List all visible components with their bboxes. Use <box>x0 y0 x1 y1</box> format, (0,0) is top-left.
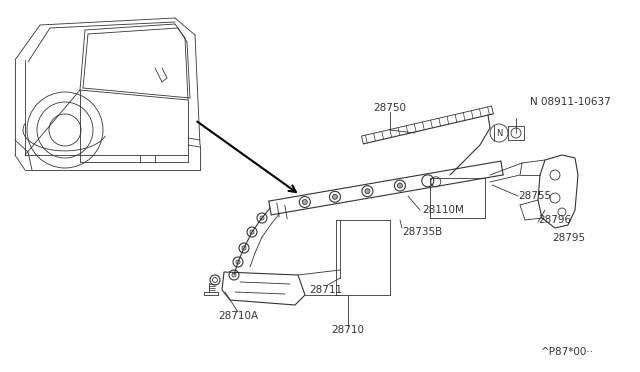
Text: 28711: 28711 <box>309 285 342 295</box>
Text: N: N <box>496 128 502 138</box>
Text: 28795: 28795 <box>552 233 585 243</box>
Circle shape <box>332 194 337 199</box>
Text: 28110M: 28110M <box>422 205 464 215</box>
Text: N 08911-10637: N 08911-10637 <box>530 97 611 107</box>
Text: 28735B: 28735B <box>402 227 442 237</box>
Text: 28796: 28796 <box>538 215 571 225</box>
Circle shape <box>397 183 403 188</box>
Circle shape <box>365 189 370 194</box>
Text: 28750: 28750 <box>374 103 406 113</box>
Text: ^P87*00··: ^P87*00·· <box>541 347 594 357</box>
Text: 28755: 28755 <box>518 191 551 201</box>
Text: 28710A: 28710A <box>218 311 258 321</box>
Text: 28710: 28710 <box>332 325 365 335</box>
Circle shape <box>302 199 307 205</box>
